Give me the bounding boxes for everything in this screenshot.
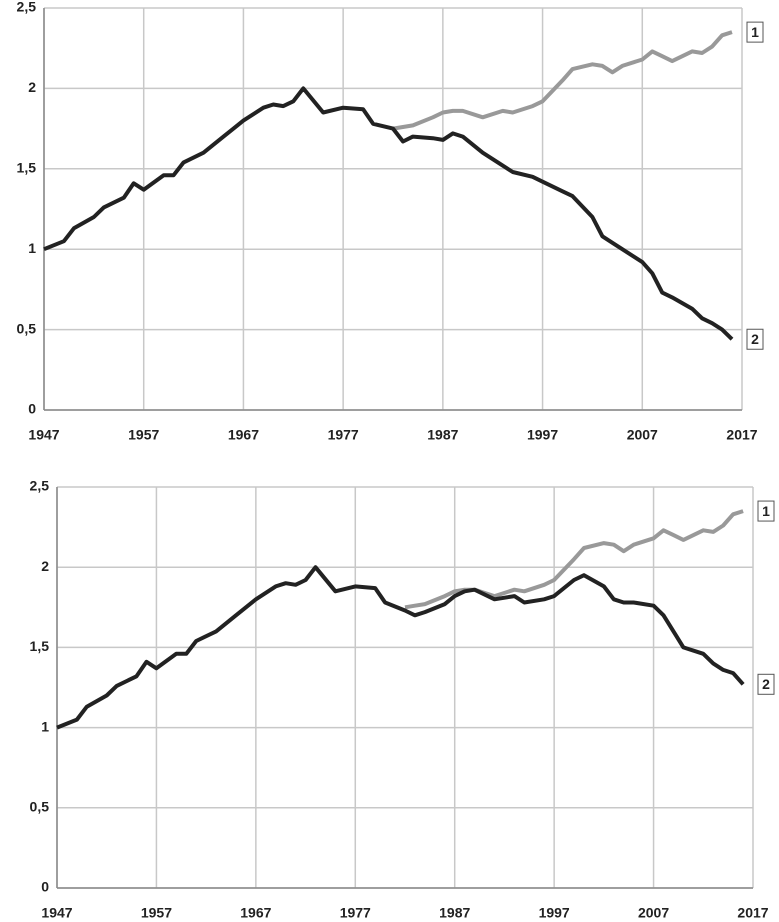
- x-tick-label: 1947: [28, 427, 59, 443]
- x-tick-label: 2007: [638, 905, 669, 921]
- x-tick-label: 1987: [439, 905, 470, 921]
- y-tick-label: 2: [28, 79, 36, 95]
- x-tick-label: 2007: [627, 427, 658, 443]
- series-label-box: [757, 500, 775, 522]
- series-line: [404, 509, 744, 610]
- y-tick-label: 1: [28, 240, 36, 256]
- y-tick-label: 1,5: [17, 160, 37, 176]
- y-tick-label: 0,5: [30, 799, 50, 815]
- series-label-box: [746, 21, 764, 43]
- series-label: 1: [751, 24, 759, 40]
- series-line: [56, 565, 745, 730]
- series-label: 1: [762, 503, 770, 519]
- series-label-box: [757, 673, 775, 695]
- x-tick-label: 1967: [240, 905, 271, 921]
- series-line: [43, 86, 734, 341]
- x-tick-label: 1947: [41, 905, 72, 921]
- x-tick-label: 2017: [737, 905, 768, 921]
- series-label: 2: [751, 331, 759, 347]
- x-tick-label: 1977: [340, 905, 371, 921]
- y-tick-label: 1,5: [30, 638, 50, 654]
- y-tick-label: 0: [28, 401, 36, 417]
- x-tick-label: 2017: [726, 427, 757, 443]
- x-tick-label: 1957: [128, 427, 159, 443]
- y-tick-label: 1: [41, 718, 49, 734]
- x-tick-label: 1997: [539, 905, 570, 921]
- y-tick-label: 0: [41, 879, 49, 895]
- x-tick-label: 1997: [527, 427, 558, 443]
- x-tick-label: 1957: [141, 905, 172, 921]
- series-label: 2: [762, 676, 770, 692]
- series-label-box: [746, 328, 764, 350]
- series-line: [392, 30, 733, 131]
- x-tick-label: 1967: [228, 427, 259, 443]
- x-tick-label: 1977: [328, 427, 359, 443]
- y-tick-label: 0,5: [17, 320, 37, 336]
- y-tick-label: 2: [41, 558, 49, 574]
- y-tick-label: 2,5: [30, 478, 50, 494]
- y-tick-label: 2,5: [17, 0, 37, 15]
- x-tick-label: 1987: [427, 427, 458, 443]
